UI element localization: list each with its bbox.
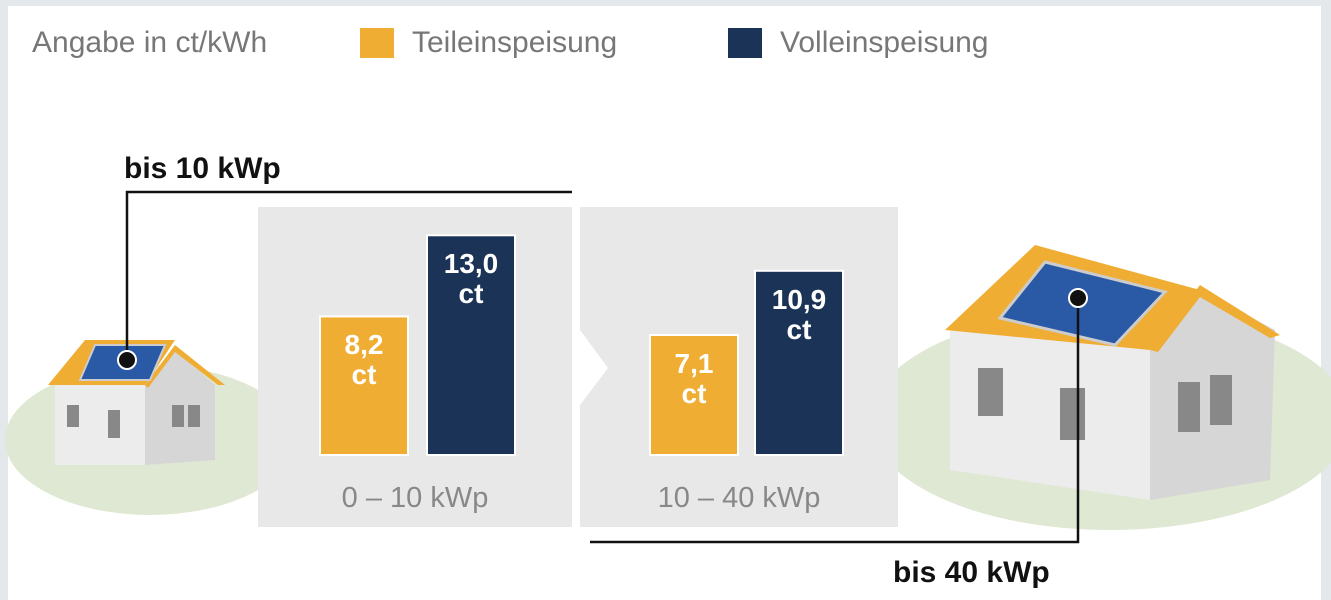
marker xyxy=(1069,289,1087,307)
legend-swatch xyxy=(360,28,394,58)
value-label: 8,2 ct xyxy=(329,330,399,390)
legend-swatch xyxy=(728,28,762,58)
value-label: 7,1 ct xyxy=(659,349,729,409)
category-label: 0 – 10 kWp xyxy=(342,482,489,514)
annotation: bis 40 kWp xyxy=(893,556,1050,589)
note: Angabe in ct/kWh xyxy=(32,26,267,59)
legend-label: Teileinspeisung xyxy=(412,26,617,59)
value-label: 10,9 ct xyxy=(764,285,834,345)
category-label: 10 – 40 kWp xyxy=(658,482,821,514)
value-label: 13,0 ct xyxy=(436,249,506,309)
panel xyxy=(258,207,572,527)
chart: Angabe in ct/kWh Teileinspeisung Vollein… xyxy=(0,0,1331,600)
marker xyxy=(118,351,136,369)
legend-label: Volleinspeisung xyxy=(780,26,989,59)
infographic: Angabe in ct/kWh Teileinspeisung Vollein… xyxy=(0,0,1331,600)
annotation: bis 10 kWp xyxy=(124,152,281,185)
